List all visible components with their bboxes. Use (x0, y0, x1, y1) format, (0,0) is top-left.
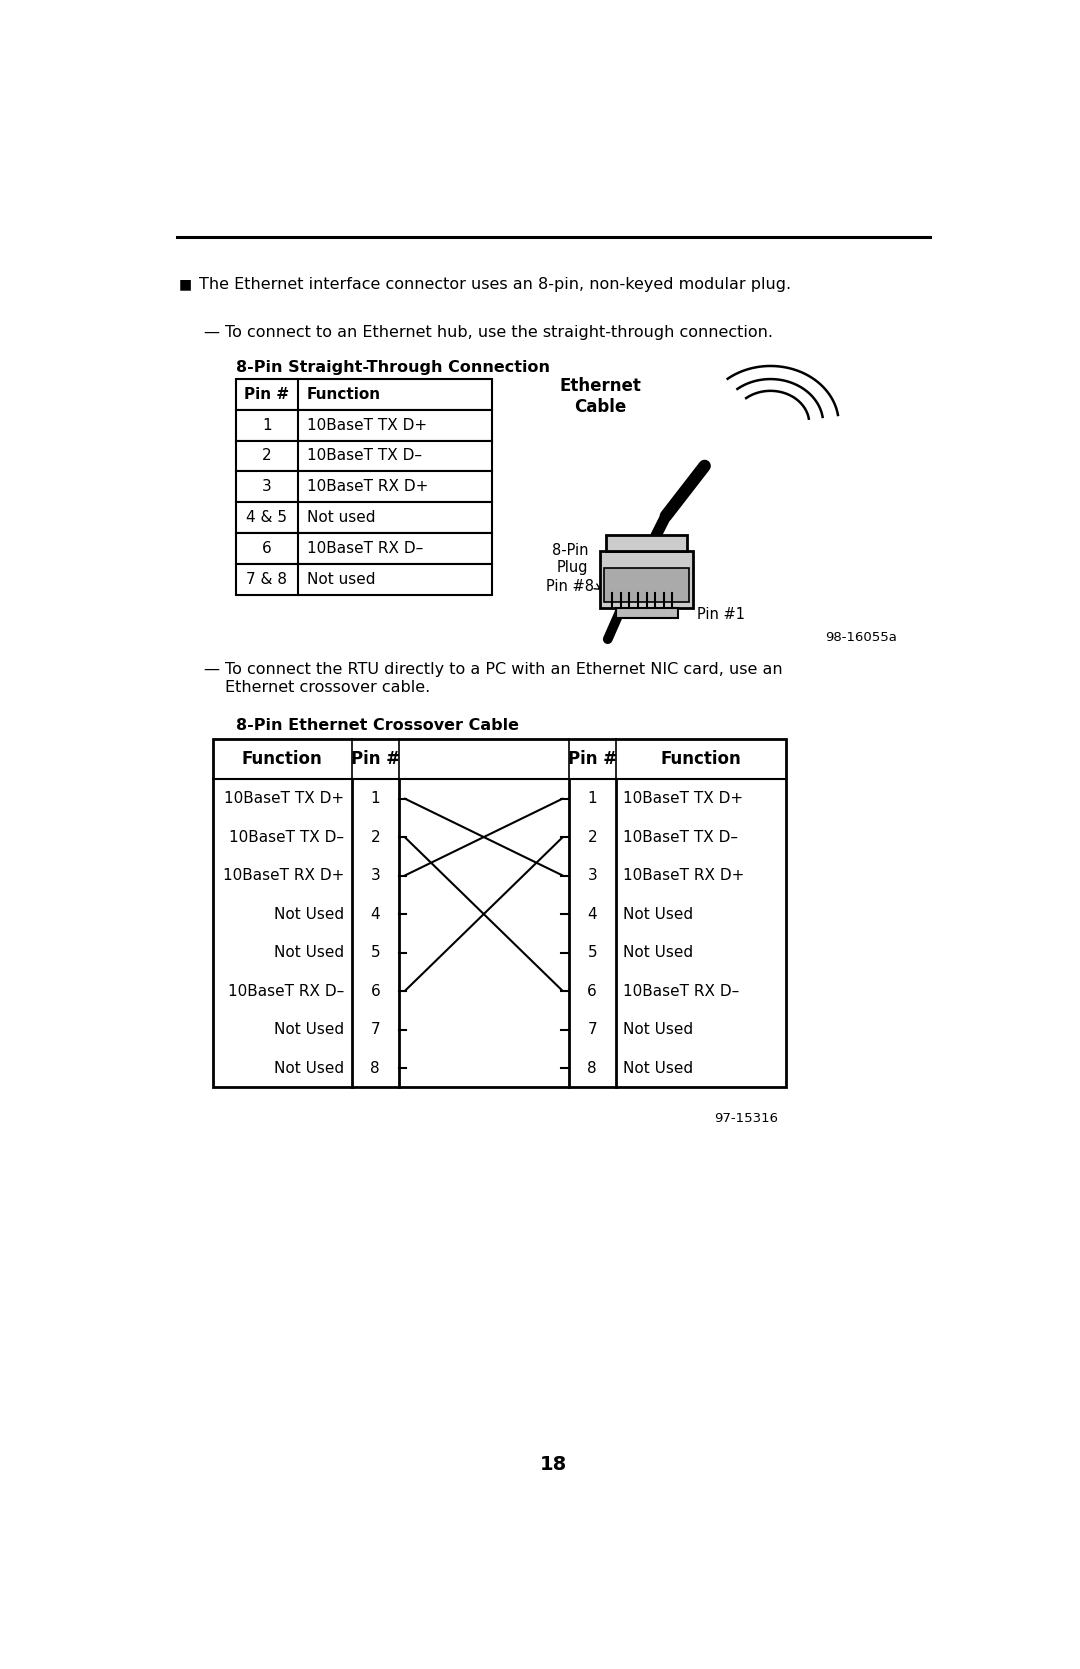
Text: Not Used: Not Used (274, 1060, 345, 1075)
Text: Pin #8: Pin #8 (545, 579, 594, 594)
Bar (600, 551, 693, 609)
Text: 4: 4 (370, 906, 380, 921)
Text: Pin #: Pin # (351, 751, 400, 768)
Text: 10BaseT TX D+: 10BaseT TX D+ (225, 791, 345, 806)
Text: 8: 8 (370, 1060, 380, 1075)
Text: To connect the RTU directly to a PC with an Ethernet NIC card, use an
Ethernet c: To connect the RTU directly to a PC with… (225, 663, 783, 694)
Bar (235, 471, 491, 502)
Text: Not Used: Not Used (274, 1021, 345, 1036)
Text: Not Used: Not Used (623, 1060, 693, 1075)
Text: 98-16055a: 98-16055a (825, 631, 896, 644)
Text: 1: 1 (588, 791, 597, 806)
Text: 18: 18 (540, 1455, 567, 1474)
Text: 10BaseT RX D–: 10BaseT RX D– (623, 983, 740, 998)
Text: 10BaseT TX D–: 10BaseT TX D– (307, 449, 422, 464)
Bar (235, 441, 491, 471)
Text: ■: ■ (178, 277, 191, 292)
Text: 1: 1 (262, 417, 271, 432)
Text: To connect to an Ethernet hub, use the straight-through connection.: To connect to an Ethernet hub, use the s… (225, 325, 773, 340)
Bar (604, 567, 689, 603)
Text: 8-Pin Ethernet Crossover Cable: 8-Pin Ethernet Crossover Cable (235, 718, 518, 733)
Text: Not used: Not used (307, 571, 376, 586)
Bar (235, 564, 491, 594)
Text: 2: 2 (588, 829, 597, 845)
Text: 10BaseT RX D+: 10BaseT RX D+ (222, 868, 345, 883)
Text: Function: Function (242, 751, 323, 768)
Text: 6: 6 (588, 983, 597, 998)
Text: Pin #1: Pin #1 (697, 608, 745, 623)
Text: 10BaseT RX D–: 10BaseT RX D– (228, 983, 345, 998)
Text: 10BaseT RX D–: 10BaseT RX D– (307, 541, 423, 556)
Text: Not Used: Not Used (623, 906, 693, 921)
Text: 2: 2 (262, 449, 271, 464)
Text: 10BaseT TX D+: 10BaseT TX D+ (623, 791, 743, 806)
Text: 10BaseT TX D–: 10BaseT TX D– (229, 829, 345, 845)
Text: Not used: Not used (307, 511, 376, 526)
Text: 5: 5 (370, 945, 380, 960)
Text: 8-Pin Straight-Through Connection: 8-Pin Straight-Through Connection (235, 361, 550, 374)
Text: 10BaseT RX D+: 10BaseT RX D+ (307, 479, 429, 494)
Bar (235, 409, 491, 441)
Text: 10BaseT TX D–: 10BaseT TX D– (623, 829, 739, 845)
Text: 6: 6 (370, 983, 380, 998)
Text: Not Used: Not Used (274, 945, 345, 960)
Text: 4 & 5: 4 & 5 (246, 511, 287, 526)
Bar (235, 532, 491, 564)
Text: 7 & 8: 7 & 8 (246, 571, 287, 586)
Text: 97-15316: 97-15316 (714, 1112, 779, 1125)
Text: 10BaseT TX D+: 10BaseT TX D+ (307, 417, 428, 432)
Text: 2: 2 (370, 829, 380, 845)
Text: 6: 6 (261, 541, 272, 556)
Text: 7: 7 (588, 1021, 597, 1036)
Text: 7: 7 (370, 1021, 380, 1036)
Text: 8-Pin
Plug: 8-Pin Plug (552, 542, 589, 576)
Text: Pin #: Pin # (568, 751, 617, 768)
Text: Function: Function (660, 751, 741, 768)
Text: Pin #: Pin # (244, 387, 289, 402)
Text: 5: 5 (588, 945, 597, 960)
Text: 10BaseT RX D+: 10BaseT RX D+ (623, 868, 744, 883)
Bar (235, 502, 491, 532)
Text: 4: 4 (588, 906, 597, 921)
Text: Ethernet
Cable: Ethernet Cable (559, 377, 640, 416)
Text: Not Used: Not Used (623, 1021, 693, 1036)
Text: —: — (203, 663, 219, 678)
Text: —: — (203, 325, 219, 340)
Text: Function: Function (307, 387, 381, 402)
Text: Not Used: Not Used (623, 945, 693, 960)
Bar (213, 739, 786, 1087)
Text: 8: 8 (588, 1060, 597, 1075)
Bar (606, 536, 687, 551)
Text: 3: 3 (588, 868, 597, 883)
Text: 1: 1 (370, 791, 380, 806)
Text: Not Used: Not Used (274, 906, 345, 921)
Bar (235, 379, 491, 409)
Text: The Ethernet interface connector uses an 8-pin, non-keyed modular plug.: The Ethernet interface connector uses an… (199, 277, 791, 292)
Bar (616, 609, 677, 618)
Text: 3: 3 (261, 479, 272, 494)
Text: 3: 3 (370, 868, 380, 883)
